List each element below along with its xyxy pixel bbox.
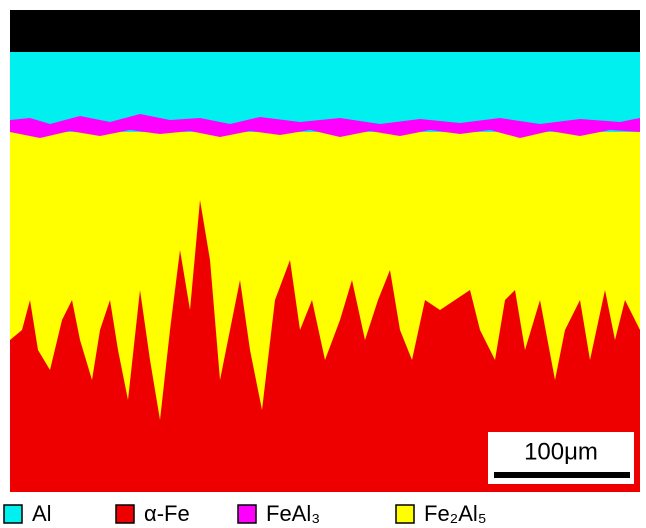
al-region — [10, 52, 640, 132]
scale-bar-line — [494, 472, 630, 478]
alpha-fe-region — [10, 200, 640, 492]
legend: Al α-Fe FeAl₃ Fe₂Al₅ — [3, 501, 487, 526]
legend-swatch — [395, 504, 415, 524]
scale-bar: 100μm — [488, 432, 634, 491]
feal3-band — [10, 114, 640, 138]
legend-swatch — [3, 504, 23, 524]
legend-swatch — [237, 504, 257, 524]
legend-label: Al — [32, 501, 52, 526]
scale-bar-label: 100μm — [524, 438, 598, 465]
phase-map — [10, 10, 640, 492]
top-band — [10, 10, 640, 52]
legend-swatch — [115, 504, 135, 524]
scale-bar-underline — [488, 489, 634, 491]
legend-label: FeAl₃ — [266, 501, 320, 526]
legend-label: α-Fe — [144, 501, 190, 526]
legend-label: Fe₂Al₅ — [424, 501, 487, 526]
